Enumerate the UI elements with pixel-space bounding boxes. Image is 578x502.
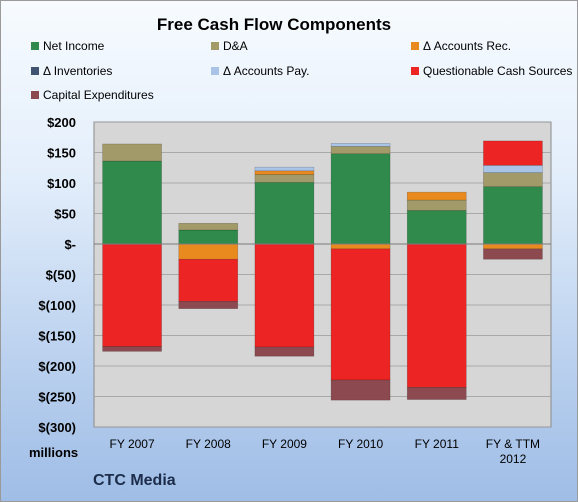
y-tick-label: $(150) — [38, 329, 76, 344]
bar-segment — [102, 346, 162, 352]
legend-swatch — [31, 67, 39, 75]
x-tick-label: FY 2007 — [110, 437, 155, 451]
legend-label: D&A — [223, 39, 248, 53]
bar-segment — [330, 153, 391, 245]
bar-segment — [483, 165, 543, 173]
y-tick-label: $- — [64, 237, 76, 252]
bar-segment — [406, 191, 467, 201]
x-tick-label: 2012 — [500, 452, 527, 466]
bar-segment — [102, 243, 162, 347]
legend-item: Questionable Cash Sources — [411, 64, 572, 78]
x-tick-label: FY & TTM — [486, 437, 540, 451]
legend-item: Net Income — [31, 39, 104, 53]
legend-label: Δ Accounts Rec. — [423, 39, 512, 53]
x-tick-label: FY 2009 — [262, 437, 307, 451]
legend-label: Capital Expenditures — [43, 88, 154, 102]
legend-swatch — [411, 42, 419, 50]
bar-segment — [178, 243, 239, 260]
x-tick-label: FY 2010 — [338, 437, 383, 451]
bar-segment — [254, 170, 315, 175]
bar-segment — [483, 140, 543, 166]
bar-segment — [254, 182, 315, 245]
x-tick-label: FY 2011 — [415, 437, 460, 451]
bar-segment — [406, 243, 467, 388]
legend-swatch — [211, 42, 219, 50]
bar-segment — [178, 222, 239, 231]
bar-segment — [330, 379, 391, 401]
y-tick-label: $(50) — [46, 268, 76, 283]
bar-segment — [330, 243, 391, 250]
legend-item: Δ Inventories — [31, 64, 112, 78]
bar-segment — [483, 248, 543, 260]
bar-segment — [254, 174, 315, 183]
legend-label: Net Income — [43, 39, 105, 53]
bar-segment — [254, 243, 315, 348]
bar-segment — [483, 172, 543, 187]
chart-title: Free Cash Flow Components — [156, 15, 392, 34]
bar-segment — [330, 248, 391, 381]
legend-item: Capital Expenditures — [31, 88, 154, 102]
bar-segment — [254, 166, 315, 172]
legend-swatch — [31, 42, 39, 50]
legend-item: Δ Accounts Pay. — [211, 64, 310, 78]
bar-segment — [330, 143, 391, 147]
y-tick-label: $50 — [54, 207, 76, 222]
legend-label: Δ Inventories — [43, 64, 113, 78]
bar-segment — [406, 199, 467, 211]
units-label: millions — [29, 445, 79, 460]
bar-segment — [406, 387, 467, 400]
legend-item: D&A — [211, 39, 248, 53]
y-tick-label: $200 — [47, 115, 76, 130]
legend-label: Questionable Cash Sources — [423, 64, 573, 78]
bar-segment — [178, 258, 239, 302]
bar-segment — [406, 210, 467, 245]
x-tick-label: FY 2008 — [186, 437, 231, 451]
y-tick-label: $(250) — [38, 390, 76, 405]
bar-segment — [178, 301, 239, 309]
bar-segment — [254, 346, 315, 357]
legend-item: Δ Accounts Rec. — [411, 39, 511, 53]
y-tick-label: $(200) — [38, 359, 76, 374]
legend-swatch — [211, 67, 219, 75]
legend-label: Δ Accounts Pay. — [223, 64, 310, 78]
bar-segment — [178, 229, 239, 245]
bar-segment — [102, 160, 162, 245]
bar-segment — [330, 146, 391, 155]
bar-segment — [102, 143, 162, 162]
legend-swatch — [411, 67, 419, 75]
bar-segment — [483, 186, 543, 245]
y-tick-label: $100 — [47, 176, 76, 191]
y-tick-label: $(100) — [38, 298, 76, 313]
bar-segment — [483, 243, 543, 250]
company-label: CTC Media — [93, 472, 176, 489]
y-tick-label: $150 — [47, 146, 76, 161]
y-tick-label: $(300) — [38, 420, 76, 435]
legend-swatch — [31, 91, 39, 99]
